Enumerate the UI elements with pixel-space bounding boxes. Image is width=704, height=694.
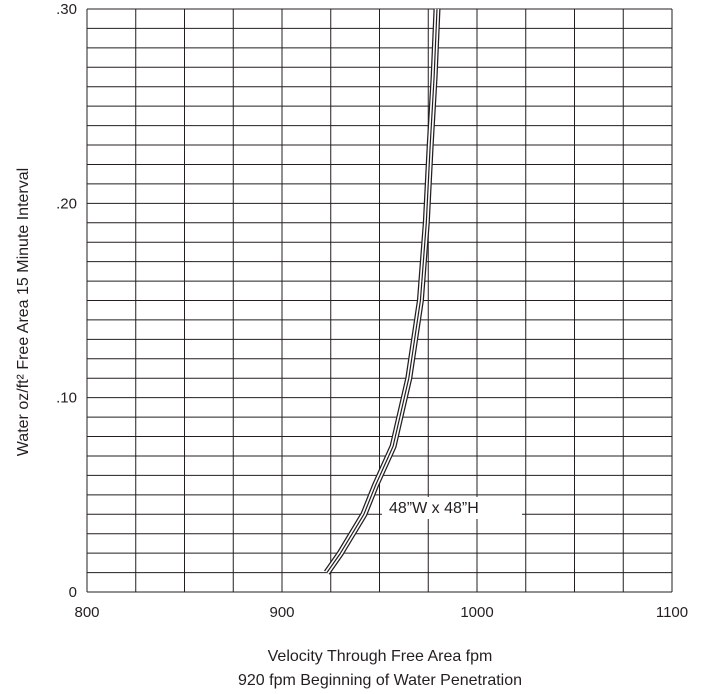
x-tick-label: 1000: [460, 604, 493, 621]
grid: [86, 8, 673, 593]
series-layer: [324, 8, 441, 575]
series-line: [326, 8, 438, 573]
series-line-gap: [325, 8, 440, 574]
x-axis-sublabel: 920 fpm Beginning of Water Penetration: [238, 672, 522, 689]
annotation-background: [382, 497, 522, 519]
tick-labels: 800 900 1000 1100 0 .10 .20 .30: [56, 1, 688, 621]
x-tick-label: 900: [269, 604, 294, 621]
y-tick-label: .10: [56, 390, 77, 407]
x-axis-label: Velocity Through Free Area fpm: [268, 648, 493, 665]
y-tick-label: .30: [56, 1, 77, 18]
annotation-label: 48”W x 48”H: [389, 500, 479, 517]
x-tick-label: 1100: [656, 604, 688, 621]
y-tick-label: .20: [56, 195, 77, 212]
y-axis-label: Water oz/ft² Free Area 15 Minute Interva…: [15, 168, 32, 456]
annotation-layer: 48”W x 48”H: [382, 497, 522, 519]
y-tick-label: 0: [69, 584, 77, 601]
x-tick-label: 800: [74, 604, 99, 621]
